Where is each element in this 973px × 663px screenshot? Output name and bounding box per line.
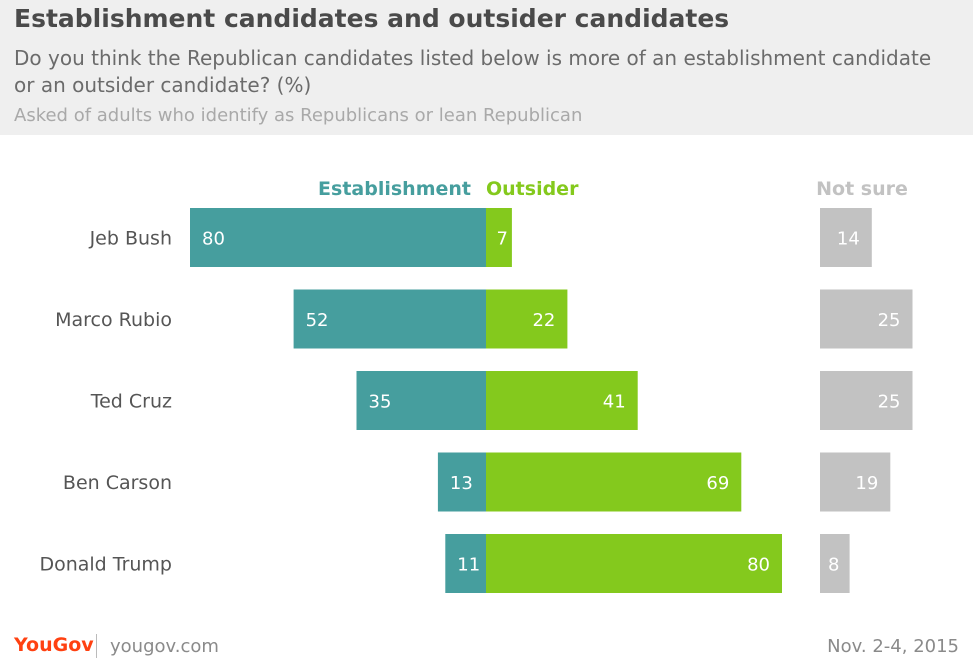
bar-establishment-donald-trump — [445, 534, 486, 593]
bar-not-sure-ted-cruz — [820, 371, 913, 430]
survey-date: Nov. 2-4, 2015 — [827, 636, 959, 657]
bar-establishment-marco-rubio — [293, 289, 486, 349]
legend-establishment: Establishment — [318, 178, 471, 200]
value-not-sure-ben-carson: 19 — [855, 473, 878, 494]
category-label-ben-carson: Ben Carson — [63, 472, 172, 494]
diverging-bar-chart: Establishment Outsider Not sure Jeb Bush 80 7… — [39, 178, 913, 593]
bar-not-sure-ben-carson — [820, 452, 891, 512]
value-not-sure-jeb-bush: 14 — [837, 229, 860, 250]
value-outsider-jeb-bush: 7 — [496, 229, 507, 250]
bar-establishment-jeb-bush — [190, 208, 486, 267]
value-not-sure-ted-cruz: 25 — [878, 392, 901, 413]
bar-not-sure-marco-rubio — [820, 289, 913, 349]
category-label-donald-trump: Donald Trump — [39, 554, 172, 576]
category-label-marco-rubio: Marco Rubio — [55, 309, 172, 331]
yougov-logo: YouGov — [14, 634, 94, 656]
value-establishment-ted-cruz: 35 — [369, 392, 392, 413]
footer-site-link[interactable]: yougov.com — [110, 636, 219, 657]
value-establishment-jeb-bush: 80 — [202, 229, 225, 250]
legend-outsider: Outsider — [486, 178, 579, 200]
bar-outsider-marco-rubio — [486, 289, 568, 349]
bar-outsider-donald-trump — [486, 534, 782, 593]
value-outsider-ted-cruz: 41 — [603, 392, 626, 413]
bar-outsider-ted-cruz — [486, 371, 638, 430]
category-label-ted-cruz: Ted Cruz — [90, 391, 172, 413]
bar-outsider-jeb-bush — [486, 208, 512, 267]
bar-not-sure-jeb-bush — [820, 208, 872, 267]
chart-title: Establishment candidates and outsider ca… — [14, 4, 730, 33]
value-establishment-donald-trump: 11 — [457, 555, 480, 576]
value-establishment-marco-rubio: 52 — [306, 310, 329, 331]
bar-establishment-ben-carson — [437, 452, 486, 512]
value-outsider-ben-carson: 69 — [706, 473, 729, 494]
value-not-sure-marco-rubio: 25 — [878, 310, 901, 331]
chart-note: Asked of adults who identify as Republic… — [14, 105, 583, 126]
chart-header: Establishment candidates and outsider ca… — [0, 0, 973, 135]
bar-not-sure-donald-trump — [820, 534, 850, 593]
category-label-jeb-bush: Jeb Bush — [89, 228, 172, 250]
value-not-sure-donald-trump: 8 — [828, 555, 839, 576]
chart-subtitle: Do you think the Republican candidates l… — [14, 46, 932, 97]
bar-outsider-ben-carson — [486, 452, 742, 512]
value-outsider-donald-trump: 80 — [747, 555, 770, 576]
value-outsider-marco-rubio: 22 — [532, 310, 555, 331]
value-establishment-ben-carson: 13 — [450, 473, 473, 494]
footer-separator — [96, 634, 97, 658]
legend-not-sure: Not sure — [816, 178, 908, 200]
bar-establishment-ted-cruz — [356, 371, 486, 430]
